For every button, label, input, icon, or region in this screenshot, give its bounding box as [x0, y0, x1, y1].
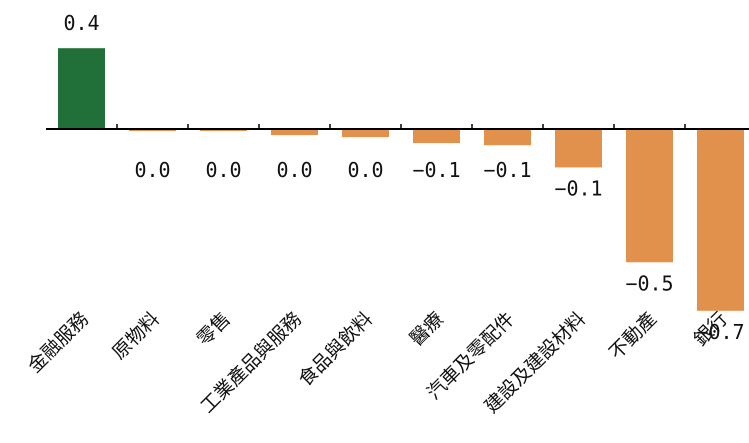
- bar: [342, 129, 389, 138]
- x-axis: [46, 124, 749, 130]
- bar: [484, 129, 531, 146]
- data-label: 0.4: [63, 11, 99, 35]
- data-label: 0.0: [276, 158, 312, 182]
- category-label: 不動產: [605, 308, 661, 364]
- bars-group: [58, 48, 744, 311]
- data-label: 0.0: [205, 158, 241, 182]
- bar: [58, 48, 105, 130]
- data-label: −0.5: [625, 271, 673, 295]
- data-label: −0.1: [483, 158, 531, 182]
- data-label: 0.0: [134, 158, 170, 182]
- bar: [697, 129, 744, 311]
- category-label: 銀行: [690, 308, 732, 350]
- data-label: −0.1: [412, 158, 460, 182]
- data-label: 0.0: [347, 158, 383, 182]
- data-label: −0.1: [554, 176, 602, 200]
- bar: [271, 129, 318, 136]
- bar: [555, 129, 602, 168]
- category-label: 食品與飲料: [294, 308, 377, 391]
- category-label: 金融服務: [24, 308, 93, 377]
- bar: [413, 129, 460, 144]
- data-labels-group: 0.4 0.0 0.0 0.0 0.0 −0.1 −0.1 −0.1 −0.5 −0.7: [63, 11, 744, 344]
- category-label: 原物料: [108, 308, 164, 364]
- data-label: −0.7: [696, 320, 744, 344]
- category-label: 醫療: [406, 308, 448, 350]
- category-labels-group: 金融服務 原物料 零售工業產品與服務食品與飲料 醫療汽車及零配件建設及建設材料 不動產銀…: [24, 308, 732, 418]
- category-label: 零售: [193, 308, 235, 350]
- bar: [626, 129, 673, 263]
